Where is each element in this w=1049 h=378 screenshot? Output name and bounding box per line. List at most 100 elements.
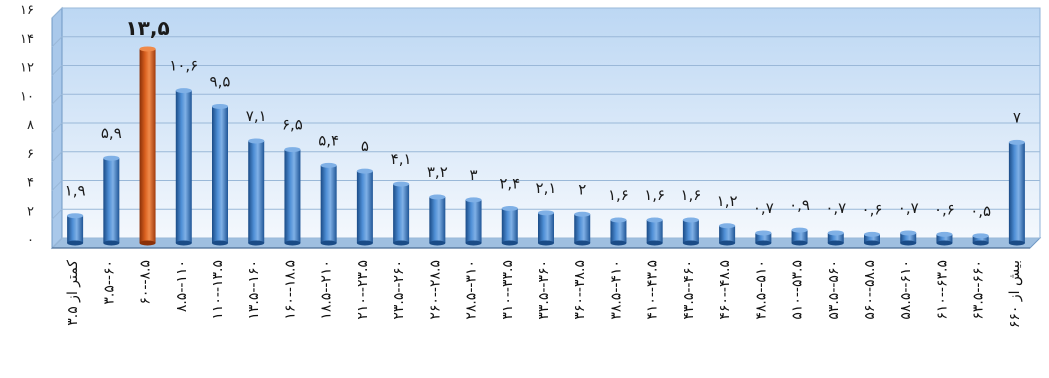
bar-base <box>574 240 591 246</box>
bar-base <box>465 240 482 246</box>
x-tick-label: بیش از ۶۶۰ <box>1007 260 1023 328</box>
bar-cap <box>719 223 736 229</box>
bar <box>501 206 518 246</box>
bar-body <box>719 225 736 243</box>
bar-body <box>103 158 120 243</box>
bar <box>139 46 156 246</box>
data-label: ۷,۱ <box>246 107 267 125</box>
x-tick-label: ۴۳.۵--۴۶۰ <box>681 260 697 320</box>
bar-base <box>139 240 156 246</box>
y-tick-label: ۱۰ <box>20 89 34 104</box>
bar-body <box>320 165 337 243</box>
x-tick-label: ۲۱۰--۲۳.۵ <box>355 260 371 320</box>
bar-body <box>646 220 663 243</box>
bar <box>429 194 446 246</box>
x-tick-label: ۶۳.۵--۶۶۰ <box>971 260 987 320</box>
x-tick-label: ۵۸.۵--۶۱۰ <box>898 260 914 320</box>
bar <box>610 217 627 246</box>
gridline-diagonal <box>51 151 63 163</box>
x-tick-label: ۶۱۰--۶۳.۵ <box>934 260 950 320</box>
data-label: ۰,۷ <box>825 199 846 217</box>
x-tick-label: ۱۳.۵--۱۶۰ <box>246 260 262 320</box>
bar-base <box>103 240 120 246</box>
data-label: ۱,۶ <box>608 186 629 204</box>
data-label: ۹,۵ <box>210 72 231 90</box>
bar-body <box>465 199 482 243</box>
data-label: ۰,۷ <box>753 199 774 217</box>
data-label: ۴,۱ <box>391 150 412 168</box>
gridline-diagonal <box>51 7 63 19</box>
bar <box>646 217 663 246</box>
bar-base <box>864 240 880 246</box>
bar-body <box>67 215 84 243</box>
bar <box>864 231 880 246</box>
bar-base <box>175 240 192 246</box>
data-label: ۲,۴ <box>499 175 520 193</box>
bar-cap <box>1008 139 1025 145</box>
gridline-diagonal <box>51 180 63 191</box>
bar-cap <box>755 230 772 236</box>
y-tick-label: ۸ <box>27 118 34 133</box>
bar-body <box>610 220 627 243</box>
bar-base <box>538 240 554 246</box>
bar-body <box>900 232 917 243</box>
x-tick-label: ۵۳.۵--۵۶۰ <box>826 260 842 320</box>
data-label: ۱,۲ <box>717 192 738 210</box>
gridline-diagonal <box>51 65 63 76</box>
bar-body <box>791 230 808 243</box>
x-tick-label: ۴۱۰--۴۳.۵ <box>645 260 661 320</box>
y-tick-label: ۲ <box>27 204 34 219</box>
y-tick-label: ۱۴ <box>20 32 34 47</box>
data-label: ۲ <box>578 180 586 198</box>
bar-base <box>610 240 627 246</box>
bar-cap <box>900 230 917 236</box>
x-tick-label: ۳۸.۵--۴۱۰ <box>608 260 624 320</box>
bar-body <box>175 90 192 243</box>
bar-base <box>356 240 373 246</box>
bar-body <box>501 208 518 243</box>
bar-cap <box>972 233 989 239</box>
gridline-diagonal <box>51 208 63 220</box>
data-label: ۰,۶ <box>934 200 955 218</box>
gridline-diagonal <box>51 122 63 134</box>
bar-cap <box>574 211 591 217</box>
bar-cap <box>791 227 808 233</box>
gridline-diagonal <box>51 36 63 48</box>
bar-body <box>864 234 880 243</box>
x-tick-label: ۲۶۰--۲۸.۵ <box>427 260 443 320</box>
bar-base <box>320 240 337 246</box>
bar <box>827 230 844 246</box>
bar <box>356 168 373 246</box>
x-tick-label: ۵۱۰--۵۳.۵ <box>790 260 806 320</box>
bar-body <box>248 140 265 243</box>
gridline-diagonal <box>51 93 63 105</box>
bar <box>755 230 772 246</box>
x-tick-label: ۱۸.۵--۲۱۰ <box>319 260 335 320</box>
bar-body <box>356 171 373 243</box>
bar-body <box>429 197 446 243</box>
data-label: ۱,۶ <box>680 186 701 204</box>
data-label: ۰,۵ <box>970 202 991 220</box>
bar <box>248 138 265 246</box>
x-tick-label: ۳۶۰--۳۸.۵ <box>572 260 588 320</box>
x-tick-label: کمتر از ۳.۵ <box>65 260 81 326</box>
y-tick-label: ۴ <box>27 176 34 191</box>
data-label: ۰,۷ <box>898 199 919 217</box>
x-tick-label: ۳.۵--۶۰ <box>101 260 117 305</box>
bar <box>320 162 337 246</box>
bar <box>682 217 699 246</box>
bar-body <box>284 149 301 243</box>
bar <box>574 211 591 246</box>
bar-base <box>501 240 518 246</box>
bar <box>393 181 410 246</box>
bar-cap <box>356 168 373 174</box>
x-tick-label: ۶۰--۸.۵ <box>138 260 154 305</box>
data-label: ۱۰,۶ <box>169 57 198 75</box>
bar <box>719 223 736 246</box>
x-tick-label: ۳۱۰--۳۳.۵ <box>500 260 516 320</box>
bar-body <box>574 214 591 243</box>
y-tick-label: ۱۶ <box>20 3 34 18</box>
bar-base <box>719 240 736 246</box>
bar-cap <box>320 162 337 168</box>
bar <box>791 227 808 246</box>
